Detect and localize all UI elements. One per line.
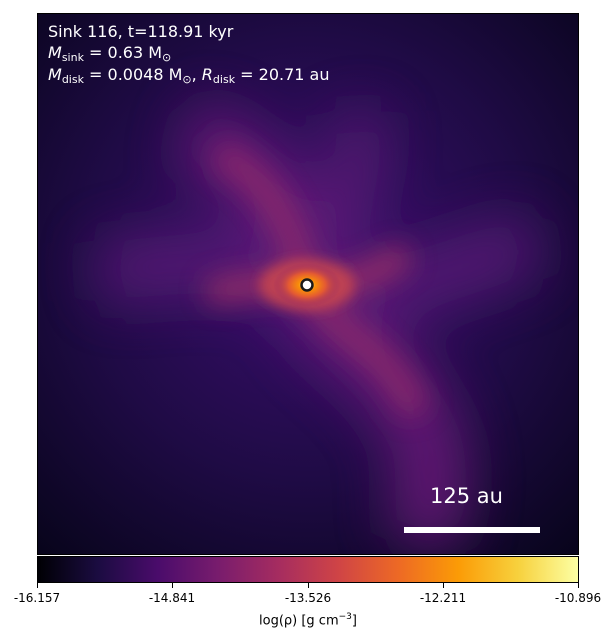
sink-marker <box>300 278 314 292</box>
colorbar-tick <box>37 583 38 588</box>
colorbar-tick-label: -16.157 <box>13 591 61 605</box>
disk-radius-symbol: R <box>201 65 213 84</box>
solar-mass-subscript: ⊙ <box>162 51 172 64</box>
colorbar-label: log(ρ) [g cm−3] <box>259 612 357 628</box>
colorbar-tick <box>308 583 309 588</box>
scalebar-label: 125 au <box>430 484 503 508</box>
disk-radius-subscript: disk <box>212 73 236 86</box>
colorbar-tick <box>172 583 173 588</box>
sink-mass-value: = 0.63 M <box>83 43 163 62</box>
sink-info-line: Sink 116, t=118.91 kyr <box>48 22 233 42</box>
colorbar-tick-label: -13.526 <box>284 591 332 605</box>
disk-mass-value: = 0.0048 M <box>83 65 183 84</box>
separator: , <box>191 65 202 84</box>
colorbar <box>37 556 579 583</box>
colorbar-tick <box>443 583 444 588</box>
colorbar-label-prefix: log(ρ) [g cm <box>259 613 339 629</box>
sink-mass-subscript: sink <box>61 51 84 64</box>
colorbar-label-exponent: −3 <box>338 612 352 622</box>
disk-radius-value: = 20.71 au <box>235 65 330 84</box>
disk-solar-subscript: ⊙ <box>182 73 192 86</box>
colorbar-tick-label: -12.211 <box>419 591 467 605</box>
sink-time-text: Sink 116, t=118.91 kyr <box>48 22 234 41</box>
density-map-panel: Sink 116, t=118.91 kyr Msink = 0.63 M⊙ M… <box>37 13 579 555</box>
sink-mass-symbol: M <box>48 43 62 62</box>
density-map-image <box>38 14 578 554</box>
colorbar-tick <box>578 583 579 588</box>
colorbar-tick-label: -10.896 <box>554 591 602 605</box>
scalebar-line <box>404 527 540 533</box>
disk-mass-symbol: M <box>48 65 62 84</box>
colorbar-tick-label: -14.841 <box>148 591 196 605</box>
colorbar-label-suffix: ] <box>351 613 357 629</box>
sink-mass-line: Msink = 0.63 M⊙ <box>48 43 171 68</box>
disk-mass-subscript: disk <box>61 73 84 86</box>
disk-info-line: Mdisk = 0.0048 M⊙, Rdisk = 20.71 au <box>48 65 329 90</box>
